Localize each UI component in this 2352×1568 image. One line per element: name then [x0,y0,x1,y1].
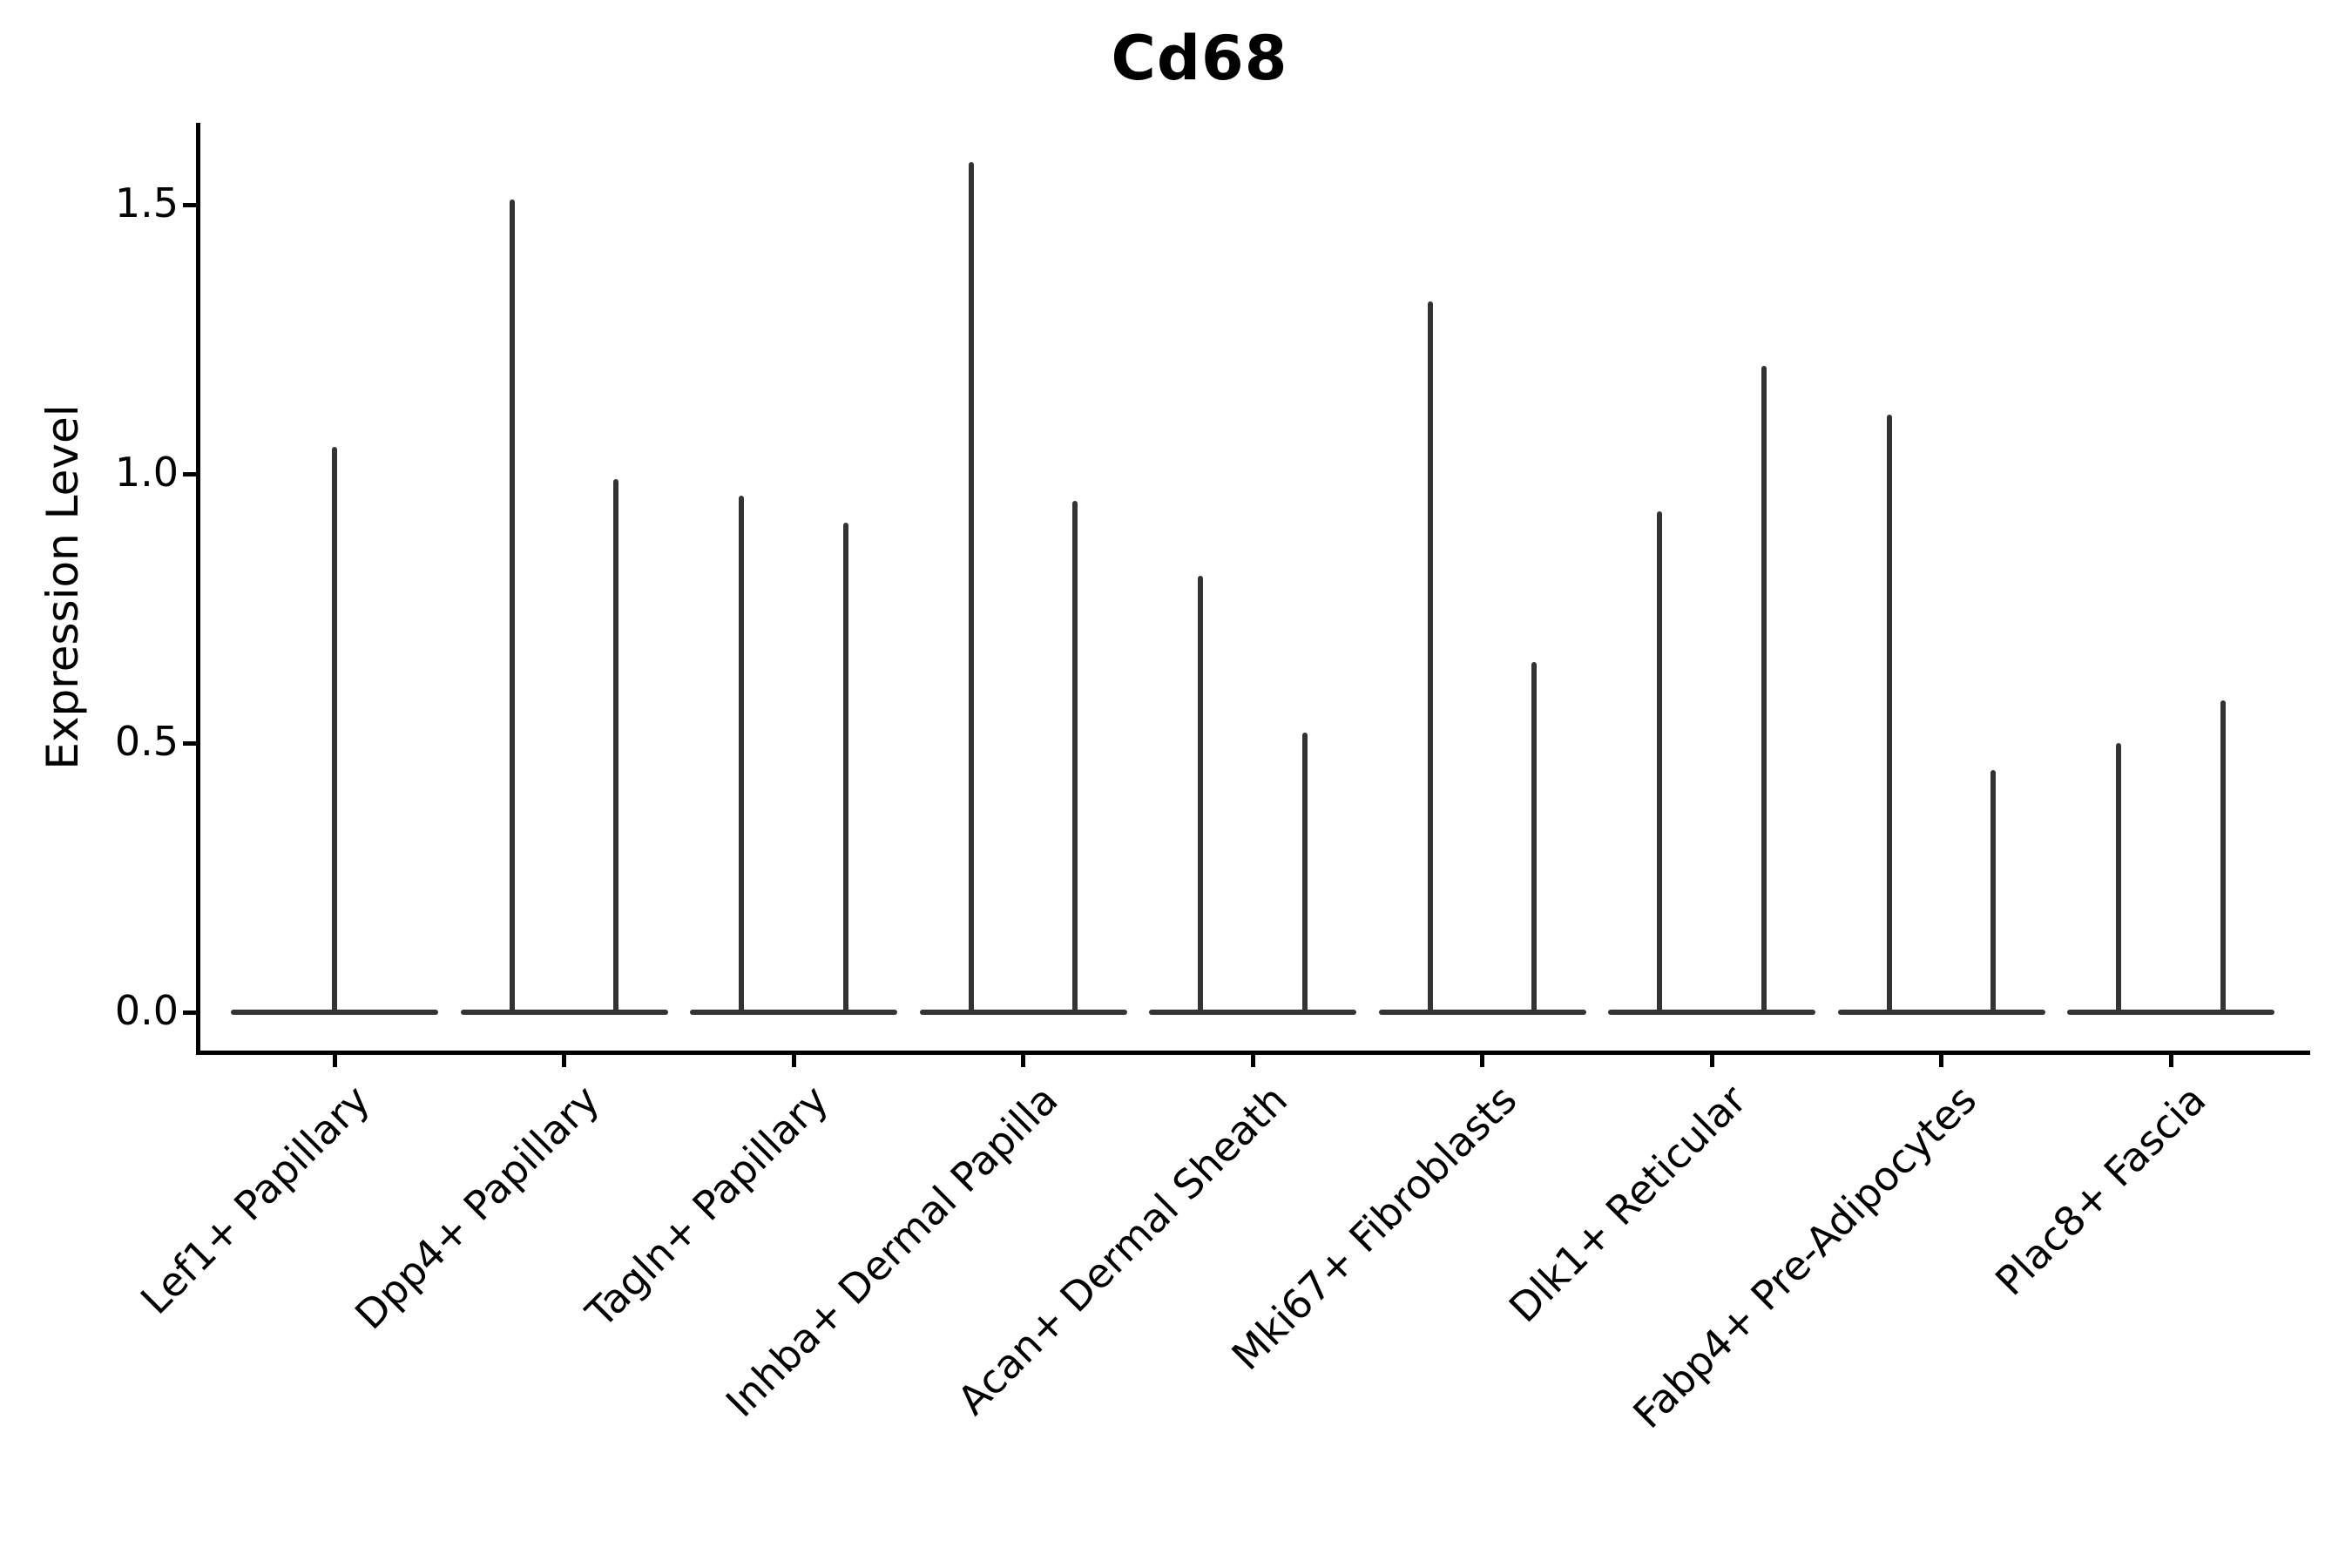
x-tick-mark [1709,1054,1714,1067]
violin-density-spike [1427,301,1433,1015]
x-tick-mark [791,1054,796,1067]
x-tick-label: Dlk1+ Reticular [1500,1076,1756,1332]
y-tick-mark [183,1010,198,1015]
y-tick-label: 1.0 [114,449,179,497]
violin-density-spike [842,522,848,1015]
violin-baseline [1837,1010,2045,1015]
x-tick-mark [332,1054,337,1067]
x-tick-mark [1480,1054,1484,1067]
violin-baseline [1608,1010,1815,1015]
x-axis-spine [196,1051,2310,1055]
violin-baseline [1378,1010,1586,1015]
y-tick-label: 0.0 [114,987,179,1035]
violin-density-spike [1301,732,1308,1015]
violin-density-spike [613,479,619,1015]
violin-baseline [919,1010,1127,1015]
violin-baseline [690,1010,897,1015]
x-tick-mark [1250,1054,1255,1067]
violin-density-spike [1761,366,1767,1015]
x-tick-mark [2168,1054,2173,1067]
violin-density-spike [1990,769,1997,1015]
violin-density-spike [1198,576,1204,1015]
violin-baseline [2067,1010,2274,1015]
x-tick-mark [1939,1054,1943,1067]
x-tick-label: Dpp4+ Papillary [345,1076,608,1339]
x-tick-label: Lef1+ Papillary [131,1076,379,1324]
violin-baseline [460,1010,668,1015]
y-axis-title: Expression Level [37,404,88,770]
violin-density-spike [1531,662,1538,1015]
violin-density-spike [2116,743,2122,1015]
y-tick-mark [183,471,198,476]
violin-density-spike [739,495,745,1015]
violin-density-spike [968,161,974,1015]
x-tick-label: Tagln+ Papillary [577,1076,838,1337]
violin-density-spike [1657,511,1663,1015]
y-axis-spine [196,123,200,1054]
violin-density-spike [332,447,337,1015]
y-tick-label: 0.5 [114,718,179,766]
y-tick-mark [183,740,198,746]
y-tick-label: 1.5 [114,179,179,227]
x-tick-mark [562,1054,566,1067]
x-tick-label: Plac8+ Fascia [1985,1076,2215,1305]
violin-baseline [1149,1010,1356,1015]
violin-density-spike [1886,415,1892,1015]
chart-title: Cd68 [1111,23,1288,94]
y-tick-mark [183,202,198,207]
violin-density-spike [2220,700,2226,1015]
violin-density-spike [1072,500,1078,1015]
violin-density-spike [509,199,515,1015]
x-tick-mark [1021,1054,1025,1067]
